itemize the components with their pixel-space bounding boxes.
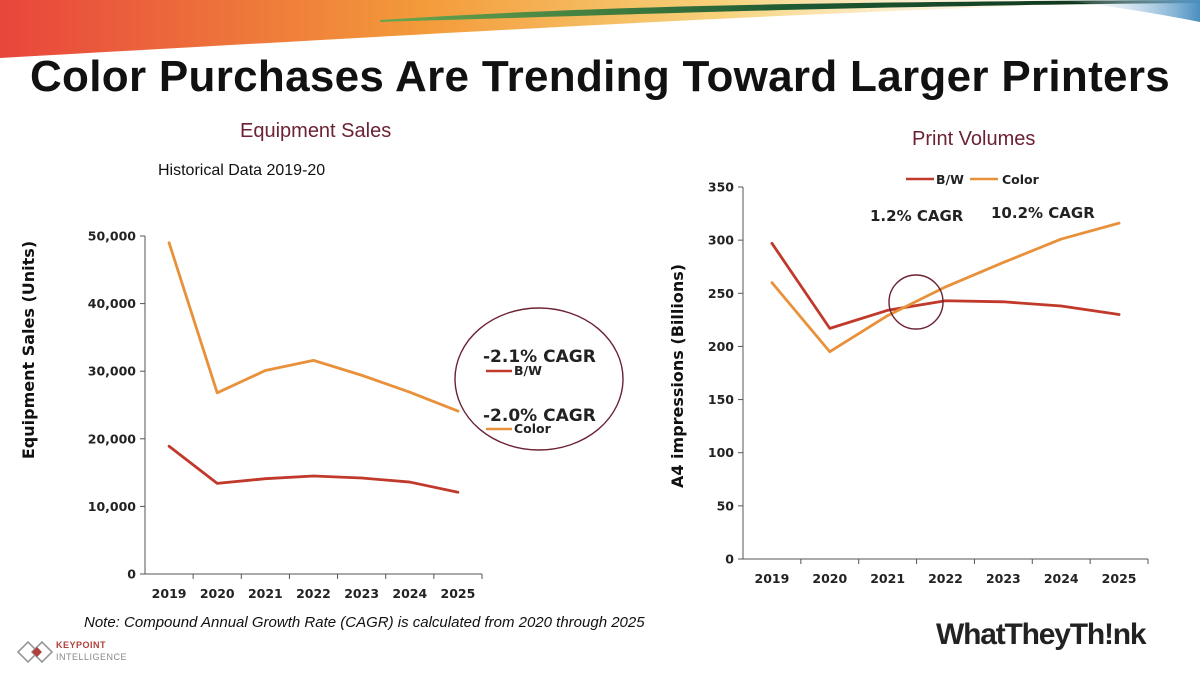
series-line-color <box>167 241 460 413</box>
data-point <box>360 374 363 377</box>
decorative-banner <box>0 0 1200 58</box>
keypoint-logo-icon <box>16 640 54 664</box>
data-point <box>167 445 171 448</box>
keypoint-logo-subtext: INTELLIGENCE <box>56 652 128 662</box>
legend-label-bw: B/W <box>514 363 542 378</box>
y-tick-label: 10,000 <box>88 499 137 514</box>
page-title: Color Purchases Are Trending Toward Larg… <box>29 52 1171 101</box>
data-point <box>360 476 363 480</box>
cagr-highlight-circle <box>454 307 624 451</box>
x-tick-label: 2025 <box>441 586 476 601</box>
x-tick-label: 2021 <box>248 586 283 601</box>
data-point <box>264 369 267 372</box>
y-tick-label: 0 <box>127 567 136 582</box>
data-point <box>216 482 219 485</box>
footnote: Note: Compound Annual Growth Rate (CAGR)… <box>84 614 645 631</box>
x-tick-label: 2020 <box>200 586 235 601</box>
data-point <box>408 390 411 394</box>
data-point <box>167 241 171 244</box>
data-point <box>456 409 460 413</box>
chart-title-print-volumes: Print Volumes <box>912 128 1036 150</box>
y-tick-label: 20,000 <box>88 431 137 446</box>
data-point <box>456 491 460 494</box>
cagr-label-color: -2.0% CAGR <box>483 406 596 426</box>
cagr-label-bw: -2.1% CAGR <box>483 347 596 367</box>
y-axis-label: Equipment Sales (Units) <box>19 241 38 459</box>
series-line-b-w <box>167 444 460 494</box>
data-point <box>312 474 315 478</box>
y-tick-label: 50,000 <box>88 229 137 244</box>
chart-subtitle: Historical Data 2019-20 <box>158 162 326 179</box>
keypoint-logo-text: KEYPOINT <box>56 640 107 650</box>
chart-title-equipment-sales: Equipment Sales <box>240 120 392 142</box>
x-tick-label: 2019 <box>152 586 187 601</box>
x-tick-label: 2022 <box>296 586 331 601</box>
x-tick-label: 2024 <box>392 586 427 601</box>
whattheythink-logo: WhatTheyTh!nk <box>936 618 1147 651</box>
data-point <box>264 477 267 480</box>
data-point <box>312 359 315 362</box>
data-point <box>408 480 411 484</box>
data-point <box>216 391 219 395</box>
legend-label-color: Color <box>514 421 552 436</box>
x-tick-label: 2023 <box>344 586 379 601</box>
y-tick-label: 30,000 <box>88 364 137 379</box>
y-tick-label: 40,000 <box>88 296 137 311</box>
